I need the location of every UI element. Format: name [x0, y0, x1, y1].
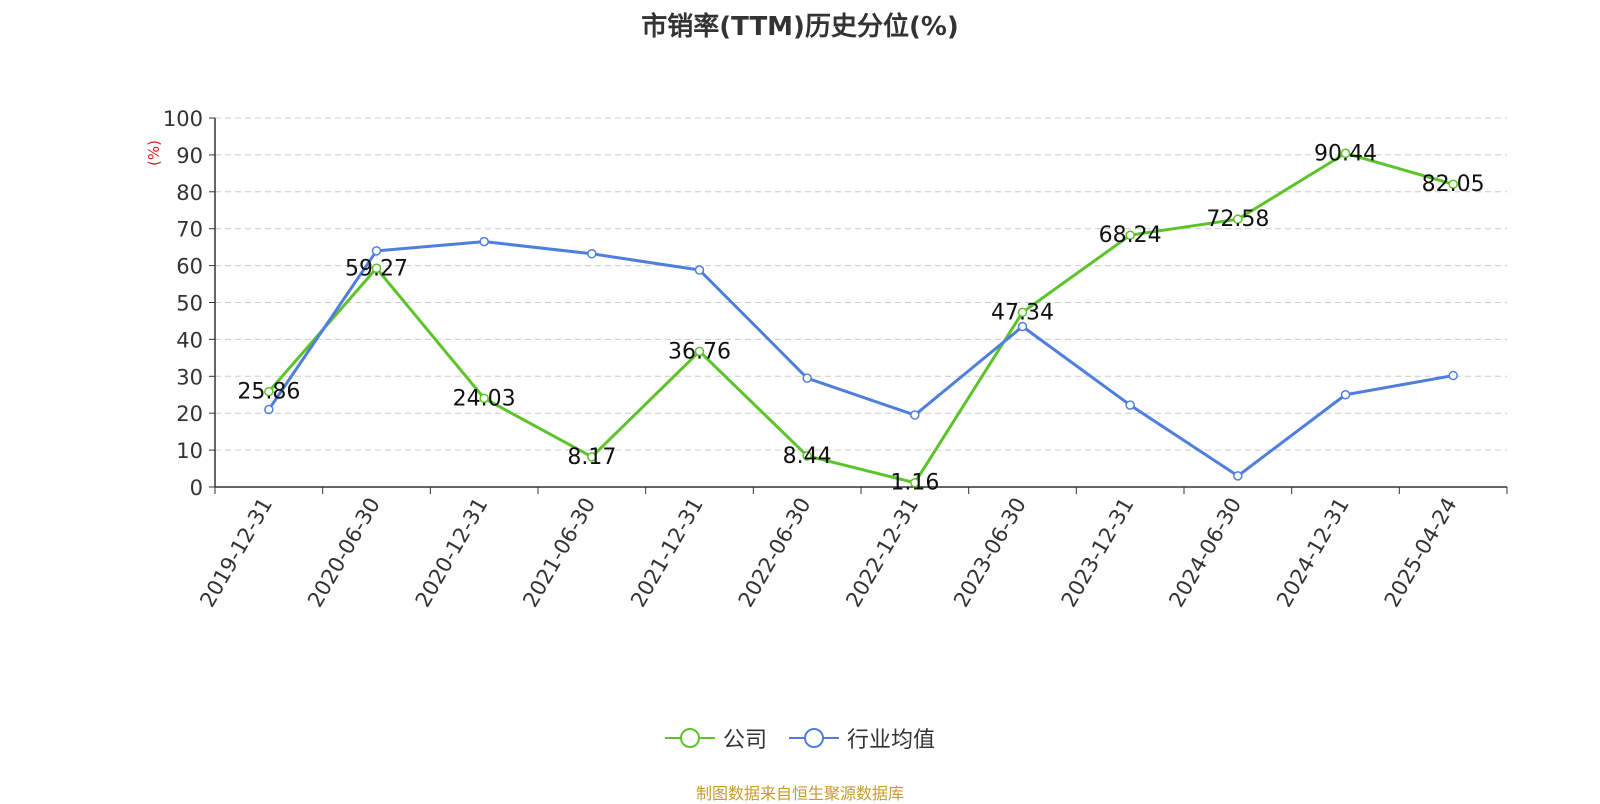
- data-point-industry: [694, 265, 705, 275]
- data-label: 24.03: [453, 386, 516, 411]
- data-label: 25.86: [237, 380, 300, 405]
- y-tick-label: 100: [163, 107, 203, 131]
- y-tick-label: 30: [176, 365, 203, 389]
- data-label: 8.17: [567, 445, 616, 470]
- data-point-industry: [264, 404, 274, 415]
- x-tick-label: 2024-12-31: [1272, 494, 1354, 612]
- y-tick-label: 70: [176, 218, 203, 242]
- data-point-industry: [1017, 321, 1028, 332]
- data-point-company: [479, 393, 489, 404]
- legend-company-label: 公司: [722, 728, 767, 753]
- data-point-industry: [371, 246, 382, 256]
- data-label: 47.34: [991, 300, 1054, 325]
- data-point-industry: [1233, 471, 1243, 481]
- data-point-industry: [802, 373, 812, 383]
- data-point-company: [1125, 230, 1135, 240]
- y-tick-label: 60: [176, 255, 203, 279]
- source-note: 制图数据来自恒生聚源数据库: [695, 784, 904, 803]
- data-point-company: [910, 477, 920, 488]
- y-tick-label: 20: [176, 402, 203, 426]
- data-point-company: [1233, 214, 1243, 224]
- data-label: 72.58: [1206, 207, 1269, 232]
- x-tick-label: 2020-06-30: [303, 494, 385, 612]
- data-label: 8.44: [783, 444, 832, 469]
- y-tick-label: 0: [190, 476, 203, 500]
- data-point-company: [371, 263, 382, 274]
- y-axis-label: (%): [145, 140, 163, 166]
- y-tick-label: 40: [176, 328, 203, 352]
- x-tick-label: 2025-04-24: [1380, 494, 1462, 612]
- data-point-company: [1340, 148, 1351, 159]
- data-label: 1.16: [890, 471, 939, 496]
- x-tick-label: 2019-12-31: [195, 494, 277, 612]
- legend-item-industry[interactable]: 行业均值: [789, 722, 935, 754]
- series-line-company: [267, 151, 1454, 485]
- x-tick-label: 2021-12-31: [626, 494, 708, 612]
- data-label: 59.27: [345, 256, 408, 281]
- data-point-industry: [1448, 370, 1458, 381]
- data-label: 68.24: [1099, 223, 1162, 248]
- legend-industry-label: 行业均值: [847, 728, 936, 753]
- data-point-company: [1017, 307, 1028, 318]
- y-tick-label: 50: [176, 292, 203, 316]
- data-point-industry: [1340, 390, 1351, 400]
- data-point-industry: [910, 410, 920, 420]
- y-tick-label: 10: [176, 439, 203, 463]
- x-tick-label: 2023-12-31: [1057, 494, 1139, 612]
- legend-item-company[interactable]: 公司: [664, 722, 767, 754]
- y-tick-label: 80: [176, 181, 203, 205]
- series-line-industry: [267, 240, 1454, 478]
- x-tick-label: 2024-06-30: [1164, 494, 1246, 612]
- x-tick-label: 2021-06-30: [518, 494, 600, 612]
- data-label: 82.05: [1422, 172, 1485, 197]
- data-label: 90.44: [1314, 141, 1377, 166]
- x-tick-label: 2023-06-30: [949, 494, 1031, 612]
- x-tick-label: 2022-12-31: [841, 494, 923, 612]
- x-tick-label: 2022-06-30: [734, 494, 816, 612]
- y-tick-label: 90: [176, 144, 203, 168]
- data-point-company: [264, 386, 274, 397]
- chart-title: 市销率(TTM)历史分位(%): [641, 12, 959, 42]
- legend: 公司 行业均值: [0, 722, 1600, 754]
- data-point-company: [802, 451, 812, 461]
- data-point-industry: [587, 249, 597, 259]
- legend-company-icon: [664, 728, 715, 748]
- legend-industry-icon: [789, 728, 839, 748]
- data-point-industry: [479, 236, 489, 247]
- data-point-industry: [1125, 400, 1135, 410]
- data-point-company: [587, 452, 597, 462]
- data-point-company: [1448, 179, 1458, 189]
- x-tick-label: 2020-12-31: [411, 494, 493, 612]
- data-point-company: [694, 346, 705, 357]
- data-label: 36.76: [668, 339, 731, 364]
